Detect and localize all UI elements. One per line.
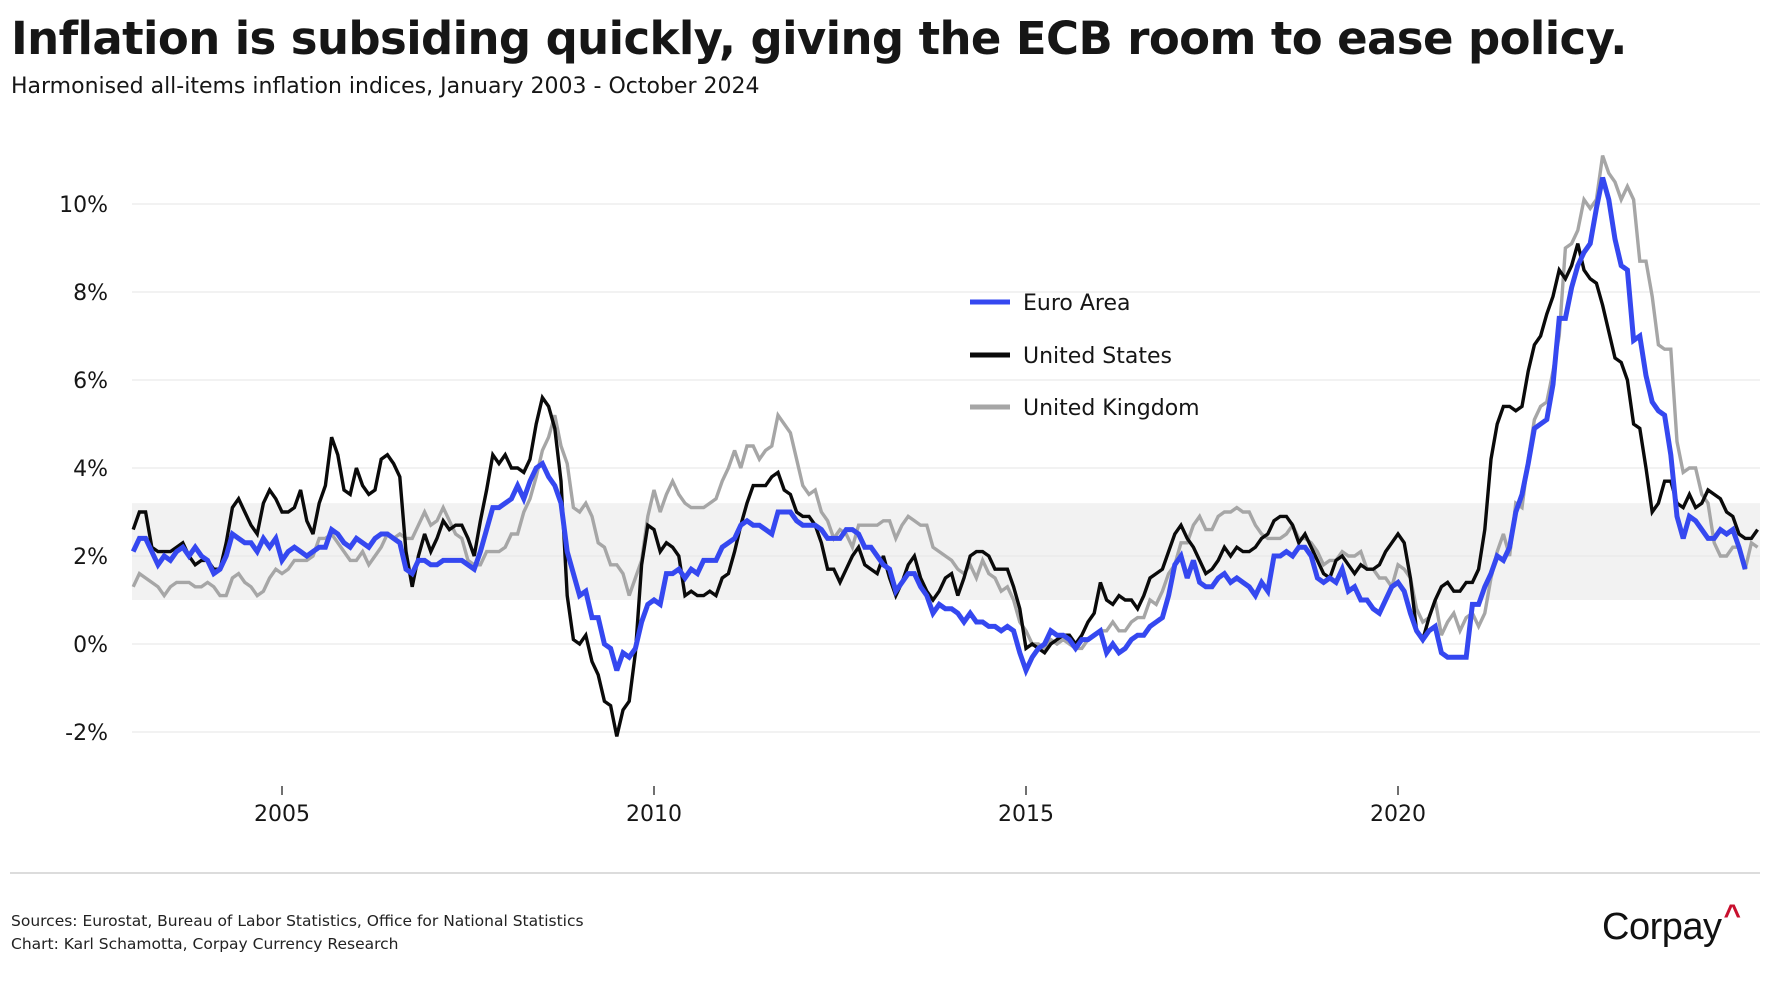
sources-note: Sources: Eurostat, Bureau of Labor Stati… xyxy=(11,912,584,930)
chart-credit: Chart: Karl Schamotta, Corpay Currency R… xyxy=(11,935,399,953)
y-tick-label: 4% xyxy=(73,457,108,482)
chart-title: Inflation is subsiding quickly, giving t… xyxy=(11,12,1627,65)
y-tick-label: 0% xyxy=(73,633,108,658)
footer-notes: Sources: Eurostat, Bureau of Labor Stati… xyxy=(11,910,584,956)
y-tick-label: 8% xyxy=(73,281,108,306)
y-tick-label: 10% xyxy=(59,193,108,218)
legend: Euro Area United States United Kingdom xyxy=(970,291,1200,421)
series-line-united-states xyxy=(131,243,1759,737)
y-tick-label: -2% xyxy=(65,721,108,746)
footer-divider xyxy=(10,872,1760,874)
logo-caret-icon: ^ xyxy=(1723,899,1742,932)
subtitle-description: Harmonised all-items inflation indices, xyxy=(11,74,434,99)
line-chart: -2% 0% 2% 4% 6% 8% 10% 2005 2010 2015 2020 Euro A… xyxy=(59,155,1760,827)
y-tick-label: 6% xyxy=(73,369,108,394)
x-tick-label: 2020 xyxy=(1370,802,1426,827)
x-tick-label: 2005 xyxy=(254,802,310,827)
logo-wordmark: Corpay xyxy=(1602,906,1722,948)
x-tick-label: 2010 xyxy=(626,802,682,827)
y-axis: -2% 0% 2% 4% 6% 8% 10% xyxy=(59,193,108,746)
chart-subtitle: Harmonised all-items inflation indices, … xyxy=(11,74,759,99)
subtitle-date-range: January 2003 - October 2024 xyxy=(433,74,760,99)
y-tick-label: 2% xyxy=(73,545,108,570)
gridlines xyxy=(132,203,1760,733)
legend-label-united-kingdom: United Kingdom xyxy=(1023,396,1200,421)
series-layer xyxy=(130,155,1759,737)
legend-label-united-states: United States xyxy=(1023,344,1172,369)
legend-label-euro-area: Euro Area xyxy=(1023,291,1131,316)
corpay-logo: Corpay^ xyxy=(1602,899,1741,949)
x-axis: 2005 2010 2015 2020 xyxy=(254,786,1426,827)
x-tick-label: 2015 xyxy=(998,802,1054,827)
series-line-euro-area xyxy=(130,176,1748,677)
